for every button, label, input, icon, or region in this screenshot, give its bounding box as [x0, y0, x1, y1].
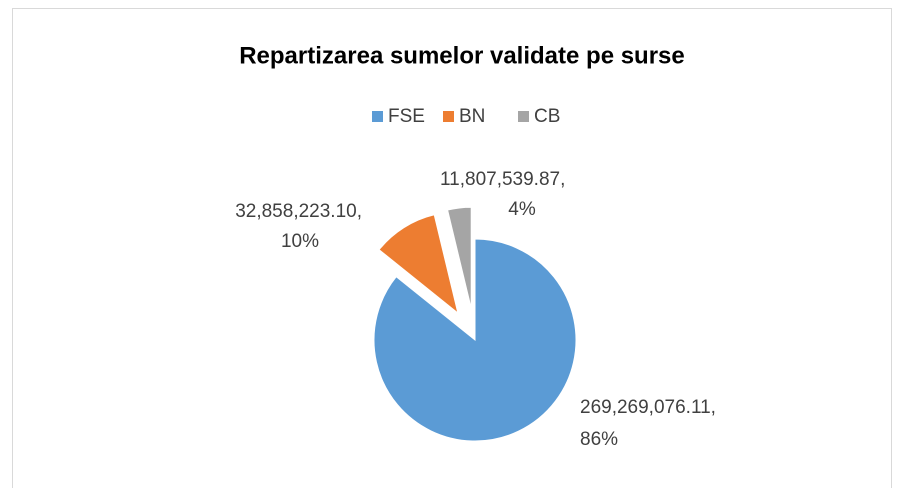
pie-slice — [378, 214, 459, 315]
percent-label: 4% — [508, 199, 536, 220]
data-label: 269,269,076.11, — [580, 397, 716, 418]
data-label: 32,858,223.10, — [235, 201, 362, 222]
legend-swatch — [443, 111, 454, 122]
legend-label: BN — [459, 106, 485, 127]
legend-swatch — [518, 111, 529, 122]
pie-slice — [446, 206, 472, 309]
percent-label: 86% — [580, 429, 618, 450]
percent-label: 10% — [281, 231, 319, 252]
legend-label: FSE — [388, 106, 425, 127]
pie-slice — [373, 238, 577, 442]
legend-swatch — [372, 111, 383, 122]
legend-label: CB — [534, 106, 560, 127]
data-label: 11,807,539.87, — [440, 169, 565, 190]
chart-title: Repartizarea sumelor validate pe surse — [239, 42, 685, 69]
